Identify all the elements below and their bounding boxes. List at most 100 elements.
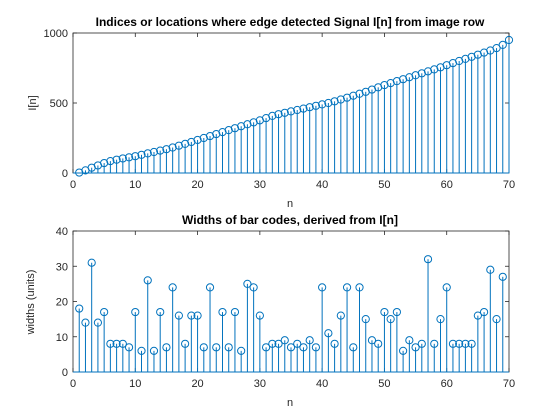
stem-marker xyxy=(436,315,445,324)
stem-marker xyxy=(336,311,345,320)
stem-marker xyxy=(124,343,134,352)
stem-marker xyxy=(330,97,339,106)
x-axis-label: n xyxy=(287,397,293,409)
stem-marker xyxy=(442,283,451,292)
stem-marker xyxy=(230,307,240,317)
x-tick-label: 10 xyxy=(129,378,141,390)
stem-marker xyxy=(293,339,302,348)
stem-marker xyxy=(479,307,489,317)
stem-marker xyxy=(286,107,296,116)
plot-edge-indices: Indices or locations where edge detected… xyxy=(27,15,515,210)
stem-marker xyxy=(318,100,327,109)
stem-marker xyxy=(367,336,377,345)
stem-marker xyxy=(342,283,352,292)
stem-marker xyxy=(237,346,246,355)
stem-marker xyxy=(386,315,395,324)
stem-marker xyxy=(137,346,146,355)
stem-marker xyxy=(330,339,339,348)
stem-marker xyxy=(187,311,196,320)
y-tick-label: 20 xyxy=(56,297,68,309)
chart-title: Indices or locations where edge detected… xyxy=(96,15,485,29)
stem-marker xyxy=(162,145,171,154)
stem-marker xyxy=(305,336,314,345)
y-tick-label: 500 xyxy=(50,98,68,110)
stem-marker xyxy=(181,339,190,348)
stem-marker xyxy=(168,283,177,292)
chart-title: Widths of bar codes, derived from I[n] xyxy=(182,213,398,227)
stem-marker xyxy=(143,276,152,285)
stem-marker xyxy=(486,265,495,274)
y-axis-label: widths (units) xyxy=(25,270,37,336)
stem-marker xyxy=(112,155,121,164)
stem-marker xyxy=(380,307,389,317)
stem-marker xyxy=(411,343,420,352)
stem-marker xyxy=(324,329,333,338)
stem-marker xyxy=(143,149,152,158)
stem-marker xyxy=(448,339,458,348)
x-tick-label: 10 xyxy=(129,179,141,191)
stem-marker xyxy=(374,339,383,348)
x-tick-label: 30 xyxy=(254,179,266,191)
stem-marker xyxy=(405,336,414,345)
stem-marker xyxy=(417,339,426,348)
stem-marker xyxy=(268,111,277,120)
y-tick-label: 30 xyxy=(56,261,68,273)
stem-marker xyxy=(423,255,433,264)
stem-marker xyxy=(87,258,96,267)
y-tick-label: 0 xyxy=(62,367,68,379)
stem-marker xyxy=(430,339,439,348)
stem-marker xyxy=(218,307,227,317)
stem-marker xyxy=(274,110,283,119)
stem-marker xyxy=(249,283,258,292)
stem-marker xyxy=(75,304,84,313)
x-tick-label: 40 xyxy=(316,179,328,191)
x-tick-label: 0 xyxy=(70,378,76,390)
stem-marker xyxy=(492,315,501,324)
stem-marker xyxy=(205,283,215,292)
stem-marker xyxy=(100,307,109,317)
stem-marker xyxy=(467,339,476,348)
stem-marker xyxy=(392,307,401,317)
stem-marker xyxy=(193,311,202,320)
stem-marker xyxy=(324,98,333,108)
x-tick-label: 0 xyxy=(70,179,76,191)
stem-marker xyxy=(156,146,165,155)
stem-marker xyxy=(174,141,183,150)
x-tick-label: 50 xyxy=(378,179,390,191)
stem-marker xyxy=(224,343,233,352)
stem-marker xyxy=(318,283,327,292)
stem-marker xyxy=(461,339,470,348)
stem-marker xyxy=(137,150,146,159)
x-tick-label: 50 xyxy=(378,378,390,390)
stem-marker xyxy=(280,108,289,117)
stem-marker xyxy=(361,315,370,324)
stem-marker xyxy=(355,283,364,292)
stem-marker xyxy=(162,343,171,352)
stem-marker xyxy=(274,339,283,348)
stem-marker xyxy=(336,95,345,104)
stem-marker xyxy=(131,152,140,161)
stem-marker xyxy=(149,346,159,355)
stem-marker xyxy=(168,143,177,152)
stem-marker xyxy=(199,343,208,352)
stem-marker xyxy=(280,336,289,345)
stem-marker xyxy=(268,339,277,348)
y-tick-label: 1000 xyxy=(44,28,68,40)
stem-marker xyxy=(212,343,221,352)
x-tick-label: 70 xyxy=(503,179,515,191)
stem-marker xyxy=(156,307,165,317)
stem-marker xyxy=(255,311,264,320)
x-tick-label: 40 xyxy=(316,378,328,390)
stem-marker xyxy=(124,153,134,162)
stem-marker xyxy=(455,339,464,348)
plot-bar-widths: Widths of bar codes, derived from I[n] n… xyxy=(25,213,515,409)
stem-marker xyxy=(118,339,127,348)
stem-marker xyxy=(118,154,127,163)
stem-marker xyxy=(492,44,501,53)
y-tick-label: 40 xyxy=(56,226,68,238)
x-tick-label: 70 xyxy=(503,378,515,390)
y-axis-label: I[n] xyxy=(27,95,39,110)
stem-marker xyxy=(305,103,314,112)
stem-marker xyxy=(174,311,183,320)
x-tick-label: 20 xyxy=(191,378,203,390)
